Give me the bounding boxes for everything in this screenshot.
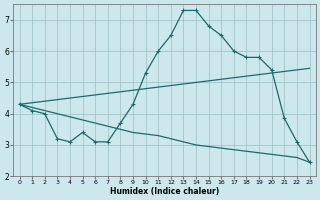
X-axis label: Humidex (Indice chaleur): Humidex (Indice chaleur) — [110, 187, 219, 196]
